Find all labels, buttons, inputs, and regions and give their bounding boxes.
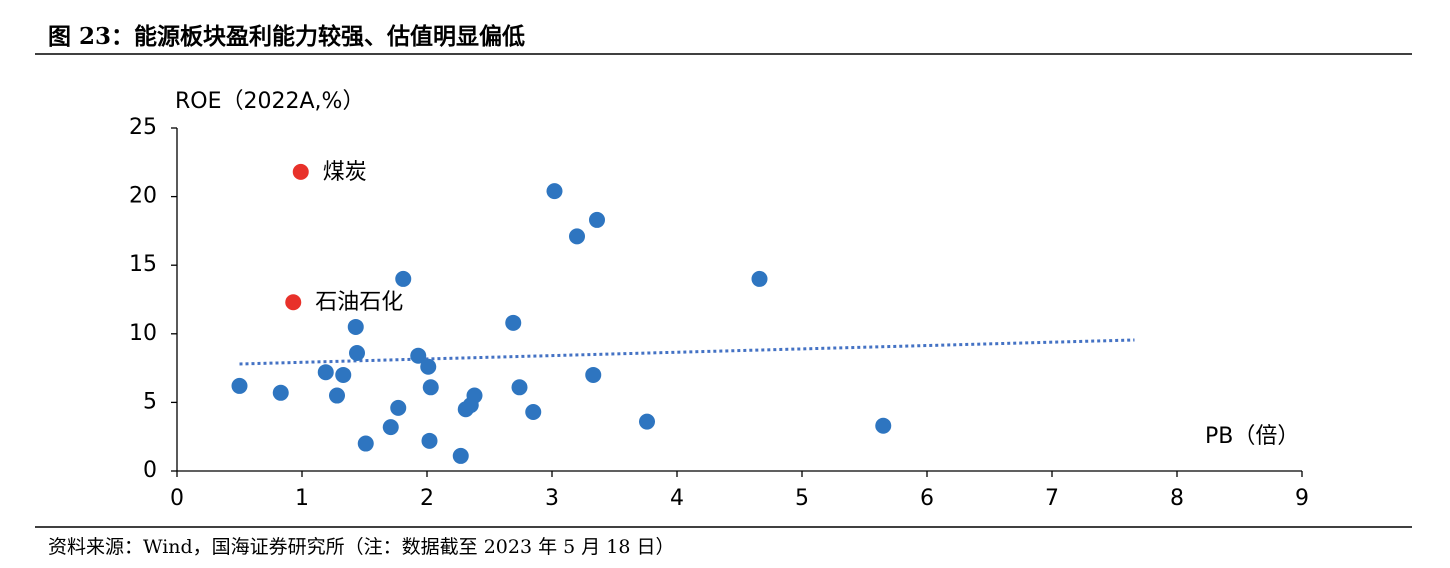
scatter-point (347, 318, 364, 335)
scatter-point (452, 447, 469, 464)
trendline (239, 338, 1135, 366)
scatter-point (231, 377, 248, 394)
scatter-point (329, 387, 345, 404)
y-tick-label: 20 (129, 184, 157, 209)
scatter-point (525, 404, 542, 421)
scatter-point (272, 384, 289, 401)
source-note: 资料来源：Wind，国海证券研究所（注：数据截至 2023 年 5 月 18 日… (48, 536, 675, 558)
scatter-point (421, 432, 438, 449)
y-tick-label: 25 (129, 115, 157, 140)
x-axis-label: PB（倍） (1205, 424, 1299, 449)
x-tick-label: 0 (170, 486, 184, 511)
x-tick-label: 7 (1045, 486, 1059, 511)
point-label: 煤炭 (323, 160, 367, 185)
scatter-point (546, 183, 563, 200)
x-tick-label: 3 (545, 486, 559, 511)
x-tick-label: 2 (420, 486, 434, 511)
scatter-point (292, 163, 309, 180)
scatter-point (505, 314, 522, 331)
point-label: 石油石化 (315, 290, 403, 315)
y-tick-label: 0 (143, 458, 157, 483)
scatter-point (569, 228, 585, 245)
chart-title: 图 23：能源板块盈利能力较强、估值明显偏低 (48, 23, 525, 50)
scatter-point (349, 345, 365, 362)
y-axis-label: ROE（2022A,%） (175, 89, 364, 114)
y-tick-label: 10 (129, 321, 157, 346)
scatter-point (317, 364, 334, 381)
y-tick-label: 5 (143, 389, 157, 414)
x-tick-label: 6 (920, 486, 934, 511)
scatter-point (357, 435, 374, 452)
scatter-point (511, 379, 528, 396)
scatter-point (285, 294, 302, 311)
scatter-point (585, 366, 602, 383)
scatter-point (395, 270, 412, 287)
x-tick-label: 4 (670, 486, 684, 511)
scatter-point (422, 379, 439, 396)
x-tick-label: 1 (295, 486, 309, 511)
scatter-point (410, 347, 427, 364)
x-tick-label: 8 (1170, 486, 1184, 511)
scatter-point (589, 211, 605, 228)
scatter-point (390, 399, 407, 416)
y-tick-label: 15 (129, 252, 157, 277)
scatter-point (639, 413, 655, 430)
x-tick-label: 5 (795, 486, 809, 511)
x-tick-label: 9 (1295, 486, 1309, 511)
scatter-point (335, 366, 352, 383)
scatter-point (875, 417, 892, 434)
scatter-point (466, 387, 483, 404)
scatter-point (382, 419, 399, 436)
scatter-point (420, 358, 437, 375)
scatter-point (751, 270, 768, 287)
